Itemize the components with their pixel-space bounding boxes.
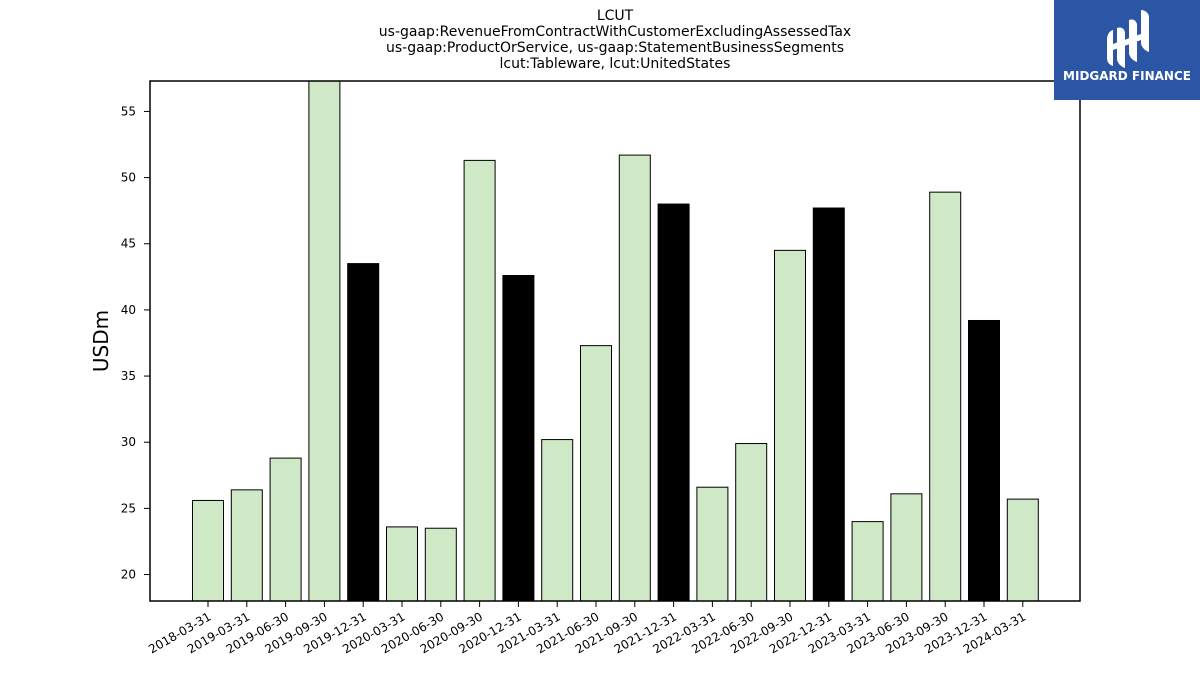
- bar-2024-03-31: [1006, 498, 1039, 602]
- bar-2021-09-30: [618, 154, 651, 602]
- bar-2019-12-31: [347, 263, 380, 602]
- chart-title-line: us-gaap:RevenueFromContractWithCustomerE…: [379, 24, 851, 40]
- y-tick-label: 50: [121, 171, 136, 185]
- chart-title: LCUTus-gaap:RevenueFromContractWithCusto…: [379, 8, 851, 72]
- y-tick-label: 40: [121, 303, 136, 317]
- y-axis: 20 25 30 35 40 45 50 55: [121, 104, 150, 582]
- y-tick-label: 25: [121, 501, 136, 515]
- bar-2021-03-31: [541, 439, 574, 602]
- bars: [192, 80, 1039, 602]
- bar-2020-03-31: [386, 526, 418, 602]
- logo-mark-icon: [1107, 10, 1149, 68]
- y-tick-label: 55: [121, 104, 136, 118]
- bar-2020-06-30: [424, 527, 457, 602]
- y-axis-label: USDm: [89, 310, 113, 372]
- logo-text: MIDGARD FINANCE: [1063, 69, 1191, 83]
- bar-2022-06-30: [735, 443, 768, 602]
- bar-2023-12-31: [968, 319, 1000, 602]
- bar-2021-06-30: [580, 345, 612, 602]
- bar-2022-09-30: [774, 249, 806, 602]
- bar-2019-06-30: [269, 457, 302, 602]
- chart-title-line: LCUT: [597, 8, 634, 24]
- bar-2021-12-31: [657, 203, 690, 602]
- bar-2019-09-30: [308, 80, 341, 602]
- y-tick-label: 35: [121, 369, 136, 383]
- y-tick-label: 30: [121, 435, 136, 449]
- bar-2023-09-30: [929, 191, 962, 602]
- logo: MIDGARD FINANCE: [1054, 0, 1200, 100]
- y-tick-label: 45: [121, 237, 136, 251]
- x-axis: 2018-03-312019-03-312019-06-302019-09-30…: [146, 601, 1028, 656]
- bar-2020-09-30: [463, 159, 496, 602]
- bar-2022-12-31: [812, 207, 845, 602]
- bar-2018-03-31: [192, 499, 224, 602]
- plot-frame: [149, 80, 1081, 602]
- y-tick-label: 20: [121, 568, 136, 582]
- bar-2020-12-31: [502, 275, 535, 602]
- chart-title-line: us-gaap:ProductOrService, us-gaap:Statem…: [386, 40, 844, 56]
- bar-2023-06-30: [890, 493, 923, 602]
- bar-2022-03-31: [696, 486, 729, 602]
- bar-2023-03-31: [851, 521, 884, 602]
- bar-2019-03-31: [230, 489, 263, 602]
- chart-title-line: lcut:Tableware, lcut:UnitedStates: [500, 56, 731, 72]
